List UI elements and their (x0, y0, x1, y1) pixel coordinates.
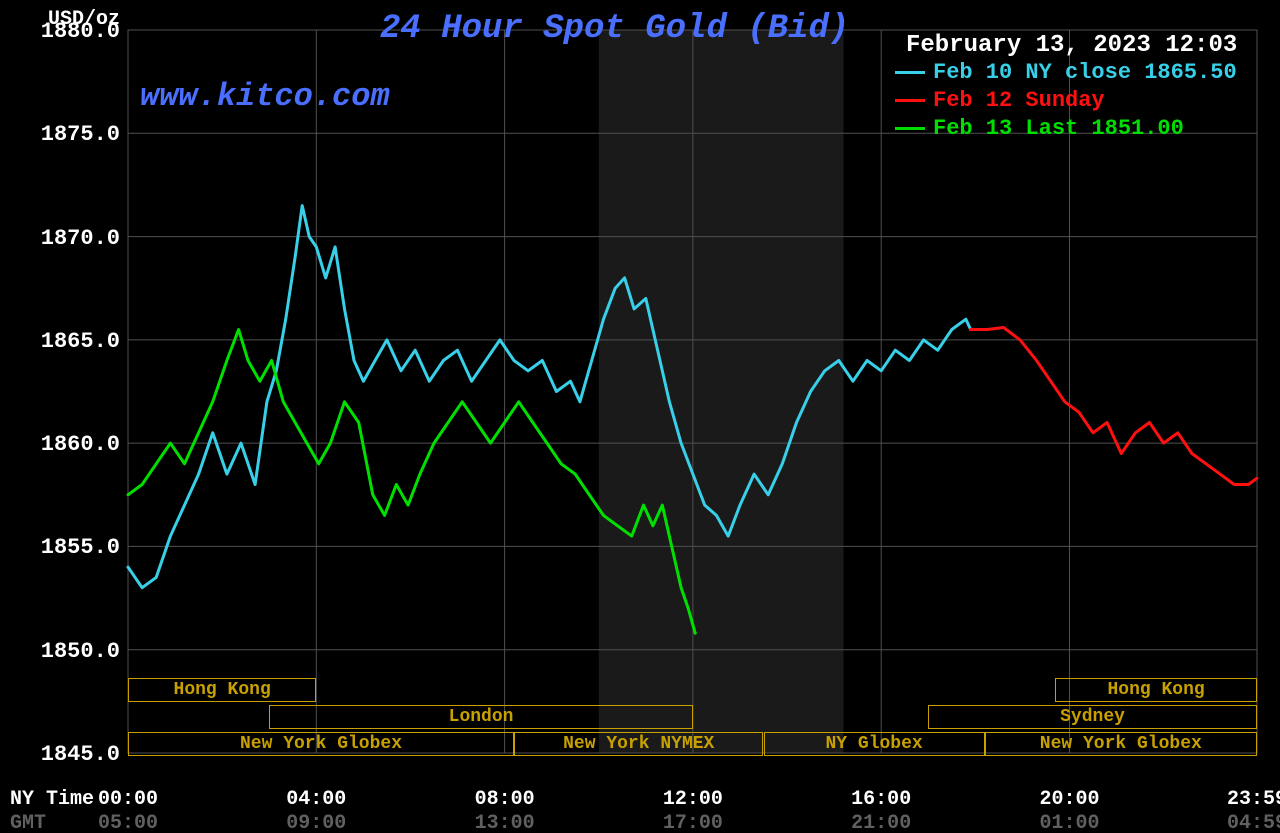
legend-label: Feb 10 NY close 1865.50 (933, 60, 1237, 85)
gmt-row-label: GMT (10, 812, 46, 833)
legend-item: Feb 13 Last 1851.00 (895, 116, 1184, 141)
legend-swatch (895, 127, 925, 130)
ny-time-tick: 12:00 (663, 788, 723, 811)
y-tick-label: 1855.0 (20, 535, 120, 560)
legend-swatch (895, 99, 925, 102)
gmt-tick: 05:00 (98, 812, 158, 833)
legend-label: Feb 13 Last 1851.00 (933, 116, 1184, 141)
gmt-tick: 09:00 (286, 812, 346, 833)
gmt-tick: 13:00 (475, 812, 535, 833)
session-box: Sydney (928, 705, 1257, 729)
watermark: www.kitco.com (140, 78, 390, 115)
gold-chart: { "canvas": { "width": 1280, "height": 8… (0, 0, 1280, 833)
session-box: New York Globex (128, 732, 514, 756)
y-tick-label: 1875.0 (20, 122, 120, 147)
ny-time-tick: 16:00 (851, 788, 911, 811)
gmt-tick: 21:00 (851, 812, 911, 833)
ny-time-tick: 23:59 (1227, 788, 1280, 811)
ny-time-tick: 20:00 (1039, 788, 1099, 811)
y-tick-label: 1850.0 (20, 639, 120, 664)
y-tick-label: 1870.0 (20, 226, 120, 251)
session-box: New York NYMEX (514, 732, 763, 756)
gmt-tick: 01:00 (1039, 812, 1099, 833)
gmt-tick: 04:59 (1227, 812, 1280, 833)
y-tick-label: 1865.0 (20, 329, 120, 354)
legend-item: Feb 10 NY close 1865.50 (895, 60, 1237, 85)
ny-time-tick: 08:00 (475, 788, 535, 811)
chart-title: 24 Hour Spot Gold (Bid) (380, 10, 849, 48)
session-box: New York Globex (985, 732, 1257, 756)
timestamp: February 13, 2023 12:03 (906, 32, 1237, 59)
session-box: Hong Kong (1055, 678, 1256, 702)
legend-swatch (895, 71, 925, 74)
ny-time-tick: 00:00 (98, 788, 158, 811)
session-box: NY Globex (764, 732, 985, 756)
y-tick-label: 1880.0 (20, 19, 120, 44)
session-box: London (269, 705, 693, 729)
ny-time-row-label: NY Time (10, 788, 94, 811)
legend-item: Feb 12 Sunday (895, 88, 1105, 113)
legend-label: Feb 12 Sunday (933, 88, 1105, 113)
ny-time-tick: 04:00 (286, 788, 346, 811)
y-tick-label: 1845.0 (20, 742, 120, 767)
gmt-tick: 17:00 (663, 812, 723, 833)
y-tick-label: 1860.0 (20, 432, 120, 457)
session-box: Hong Kong (128, 678, 316, 702)
